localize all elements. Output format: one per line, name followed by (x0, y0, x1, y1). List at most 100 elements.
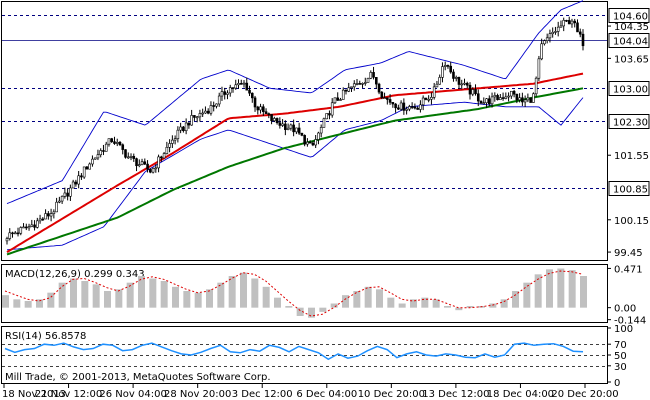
candle-body (435, 83, 439, 88)
candle-body (168, 143, 171, 148)
candle-body (449, 65, 453, 73)
candle-body (63, 192, 67, 197)
macd-bar (444, 306, 451, 308)
candle-body (96, 154, 100, 159)
candle-body (545, 37, 549, 41)
macd-bar (160, 281, 168, 308)
candle-body (250, 92, 254, 99)
candle-body (311, 142, 315, 146)
macd-bar (274, 297, 281, 308)
candle-body (292, 124, 295, 133)
candle-body (217, 95, 221, 105)
candle-body (69, 187, 72, 197)
macd-bar (353, 291, 361, 308)
macd-bar (398, 303, 406, 308)
macd-bar (138, 276, 145, 308)
candle-body (8, 232, 12, 239)
candle-body (526, 97, 530, 101)
candle-body (306, 141, 309, 145)
candle-body (212, 105, 215, 107)
candle-body (66, 192, 69, 197)
macd-signal (4, 270, 584, 317)
level-label-1: 103.00 (613, 85, 648, 96)
candle-body (432, 86, 436, 98)
candle-body (143, 161, 147, 165)
macd-bar (92, 284, 100, 308)
candle-body (273, 118, 276, 122)
candle-body (80, 175, 83, 178)
level-label-box-2 (608, 114, 650, 129)
candle-body (157, 156, 160, 169)
candle-body (22, 226, 25, 229)
candle-body (140, 161, 144, 165)
time-label-9: 20 Dec 20:00 (551, 389, 618, 400)
macd-bar (172, 286, 179, 308)
candle-body (110, 138, 114, 142)
time-label-2: 26 Nov 04:00 (99, 389, 166, 400)
macd-bar (115, 289, 123, 308)
candle-body (182, 126, 185, 132)
candles (5, 16, 585, 245)
candle-body (510, 90, 513, 97)
candle-body (113, 141, 116, 144)
macd-bar (104, 291, 111, 308)
rsi-levels (2, 344, 607, 367)
candle-body (383, 97, 386, 99)
candle-body (195, 116, 199, 119)
macd-bar (466, 306, 474, 308)
candle-body (391, 102, 395, 105)
macd-bar (126, 282, 134, 308)
candle-body (543, 40, 546, 45)
candle-body (132, 156, 136, 159)
macd-bar (240, 272, 247, 308)
time-label-4: 3 Dec 12:00 (232, 389, 293, 400)
candle-body (578, 31, 582, 35)
candle-body (242, 82, 246, 85)
candle-body (352, 83, 356, 88)
macd-bar (36, 299, 43, 308)
candle-body (19, 227, 23, 234)
candle-body (102, 150, 105, 152)
candle-body (532, 93, 535, 103)
candle-body (173, 138, 177, 141)
candle-body (465, 82, 469, 86)
macd-bar (376, 289, 383, 308)
candle-body (479, 100, 483, 104)
candle-body (523, 99, 527, 103)
candle-body (487, 98, 491, 105)
candle-body (556, 26, 560, 32)
candle-body (454, 77, 458, 79)
candle-body (408, 106, 411, 110)
candle-body (162, 153, 166, 159)
candle-body (193, 115, 196, 118)
candle-body (248, 89, 251, 94)
candle-body (350, 86, 353, 89)
candle-body (190, 115, 193, 126)
candle-body (386, 97, 389, 100)
candle-body (463, 82, 466, 85)
price-tick-label-1: 103.65 (614, 54, 649, 65)
level-label-box-0 (608, 8, 650, 23)
candle-body (369, 72, 373, 79)
macd-tick-label-0: 0.471 (614, 264, 643, 275)
macd-bar (194, 292, 202, 308)
candle-body (493, 95, 497, 98)
candle-body (184, 122, 188, 132)
macd-bar (183, 291, 191, 308)
candle-body (476, 93, 480, 102)
candle-body (149, 169, 152, 173)
rsi-series-line (4, 342, 584, 361)
candle-body (452, 71, 455, 79)
rsi-tick-label-0: 100 (614, 324, 633, 335)
candle-body (421, 97, 425, 106)
candle-body (441, 66, 444, 78)
candle-body (107, 138, 111, 145)
macd-bar (523, 282, 531, 308)
candle-body (460, 83, 464, 86)
macd-bar (580, 276, 587, 308)
candle-body (223, 91, 227, 95)
candle-body (570, 20, 574, 25)
candle-body (427, 98, 430, 101)
candle-body (490, 96, 494, 105)
